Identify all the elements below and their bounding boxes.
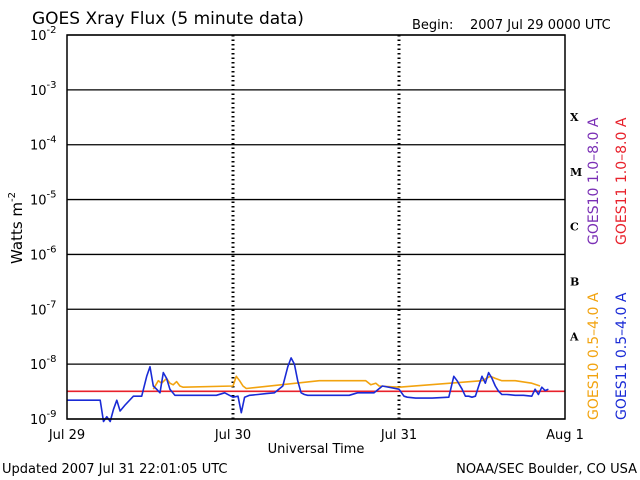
y-tick-exponent: -8 (47, 354, 57, 365)
y-tick-base: 10 (30, 358, 47, 373)
plot-frame (66, 34, 566, 420)
series-line (67, 357, 549, 423)
updated-timestamp: Updated 2007 Jul 31 22:01:05 UTC (2, 462, 227, 477)
legend-entry: GOES11 0.5–4.0 A (614, 292, 630, 420)
x-tick-labels: Jul 29 Jul 30 Jul 31 Aug 1 (48, 428, 584, 443)
y-tick-base: 10 (30, 303, 47, 318)
flare-class-label: B (570, 276, 579, 289)
legend: GOES10 1.0–8.0 A GOES11 1.0–8.0 A GOES10 0… (586, 117, 630, 420)
y-tick-exponent: -9 (47, 409, 57, 420)
y-tick-exponent: -3 (47, 80, 57, 91)
flare-class-label: X (570, 111, 579, 124)
y-tick-label: 10-4 (30, 135, 57, 154)
legend-entry: GOES11 1.0–8.0 A (614, 117, 630, 245)
y-tick-exponent: -4 (47, 135, 57, 146)
grid (67, 34, 565, 420)
y-tick-label: 10-5 (30, 190, 57, 209)
y-tick-label: 10-8 (30, 354, 57, 373)
y-tick-label: 10-9 (30, 409, 57, 428)
y-tick-base: 10 (30, 29, 47, 44)
series-layer (67, 357, 565, 423)
chart-title: GOES Xray Flux (5 minute data) (32, 9, 304, 29)
y-tick-exponent: -7 (47, 299, 57, 310)
y-axis-label-text: Watts m (8, 202, 26, 264)
y-tick-base: 10 (30, 194, 47, 209)
x-axis-label: Universal Time (268, 442, 365, 457)
y-tick-exponent: -5 (47, 190, 57, 201)
y-axis-label-exponent: -2 (7, 192, 18, 202)
y-tick-label: 10-2 (30, 25, 57, 44)
x-tick-label: Jul 31 (380, 428, 417, 443)
flare-class-label: A (569, 330, 579, 343)
credit: NOAA/SEC Boulder, CO USA (456, 462, 637, 477)
y-tick-label: 10-7 (30, 299, 57, 318)
svg-text:Watts m-2: Watts m-2 (7, 192, 26, 264)
y-tick-base: 10 (30, 248, 47, 263)
y-tick-exponent: -2 (47, 25, 57, 36)
y-tick-exponent: -6 (47, 244, 57, 255)
x-tick-label: Jul 30 (214, 428, 251, 443)
flare-class-labels: A B C M X (569, 111, 582, 343)
legend-entry: GOES10 0.5–4.0 A (586, 292, 602, 420)
x-tick-label: Jul 29 (48, 428, 85, 443)
begin-label: Begin: (412, 18, 453, 33)
flare-class-label: C (570, 221, 579, 234)
y-tick-labels: 10-910-810-710-610-510-410-310-2 (30, 25, 57, 428)
begin-value: 2007 Jul 29 0000 UTC (470, 18, 611, 33)
flare-class-label: M (570, 166, 582, 179)
y-tick-base: 10 (30, 84, 47, 99)
y-tick-base: 10 (30, 413, 47, 428)
y-tick-label: 10-6 (30, 244, 57, 263)
y-axis-label: Watts m-2 (7, 192, 26, 264)
x-tick-label: Aug 1 (546, 428, 584, 443)
y-tick-label: 10-3 (30, 80, 57, 99)
legend-entry: GOES10 1.0–8.0 A (586, 117, 602, 245)
series-line (152, 375, 541, 390)
y-tick-base: 10 (30, 139, 47, 154)
